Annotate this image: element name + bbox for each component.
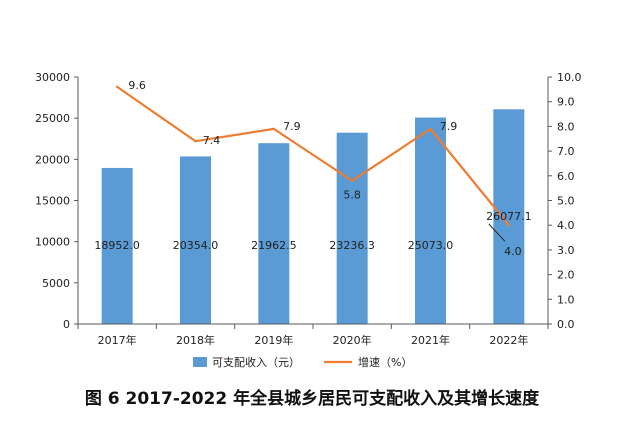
- line-series: [115, 85, 511, 227]
- line-point: [429, 127, 432, 131]
- right-tick-label: 7.0: [557, 145, 575, 158]
- right-tick-label: 10.0: [557, 71, 582, 84]
- bar-data-label: 20354.0: [173, 239, 219, 252]
- right-tick-label: 4.0: [557, 219, 575, 232]
- bar-data-label: 26077.1: [486, 210, 532, 223]
- left-tick-label: 10000: [35, 236, 70, 249]
- left-axis: 0 5000 10000 15000 20000 25000 30000: [35, 71, 79, 331]
- x-tick-label: 2021年: [411, 333, 450, 347]
- line-data-label: 5.8: [343, 189, 361, 202]
- growth-line: [116, 85, 510, 226]
- line-data-label: 4.0: [504, 245, 522, 258]
- combo-chart: 0 5000 10000 15000 20000 25000 30000 0.0 1.0 2.0…: [35, 71, 582, 369]
- x-tick-label: 2017年: [98, 333, 137, 347]
- leader-line: [488, 223, 506, 242]
- right-tick-label: 9.0: [557, 96, 575, 109]
- left-tick-label: 0: [63, 318, 70, 331]
- bar: [415, 117, 446, 324]
- bar-series: [101, 109, 525, 324]
- legend-label-growth: 增速（%）: [358, 355, 412, 369]
- bar-data-label: 21962.5: [251, 239, 297, 252]
- line-point: [272, 127, 276, 131]
- bar-data-label: 25073.0: [408, 239, 454, 252]
- right-axis: 0.0 1.0 2.0 3.0 4.0 5.0 6.0 7.0 8.0 9.0 10.0: [547, 71, 582, 331]
- right-tick-label: 5.0: [557, 195, 575, 208]
- line-data-label: 7.9: [283, 120, 301, 133]
- legend: 可支配收入（元） 增速（%）: [193, 355, 412, 369]
- line-point: [115, 85, 119, 89]
- left-tick-label: 20000: [35, 153, 70, 166]
- legend-label-income: 可支配收入（元）: [212, 355, 300, 369]
- bar: [258, 143, 290, 324]
- line-data-label: 9.6: [128, 79, 146, 92]
- x-tick-label: 2020年: [333, 333, 372, 347]
- right-tick-label: 1.0: [557, 293, 575, 306]
- bar: [101, 167, 133, 324]
- line-point: [507, 224, 511, 227]
- figure-caption: 图 6 2017-2022 年全县城乡居民可支配收入及其增长速度: [84, 389, 540, 409]
- line-data-labels: 9.6 7.4 7.9 5.8 7.9 4.0: [128, 79, 521, 258]
- right-tick-label: 2.0: [557, 269, 575, 282]
- legend-swatch-bar: [193, 357, 207, 367]
- x-tick-label: 2022年: [489, 333, 528, 347]
- x-tick-label: 2019年: [254, 333, 293, 347]
- left-tick-label: 15000: [35, 195, 70, 208]
- line-point: [194, 140, 197, 143]
- x-tick-label: 2018年: [176, 333, 215, 347]
- left-tick-label: 5000: [42, 277, 70, 290]
- left-tick-label: 25000: [35, 112, 70, 125]
- right-tick-label: 6.0: [557, 170, 575, 183]
- left-tick-label: 30000: [35, 71, 70, 84]
- line-data-label: 7.9: [440, 120, 458, 133]
- line-point: [350, 179, 354, 182]
- bar: [336, 132, 368, 324]
- bar: [180, 156, 211, 324]
- bar-data-label: 18952.0: [94, 239, 140, 252]
- line-data-label: 7.4: [203, 134, 221, 147]
- x-axis: 2017年 2018年 2019年 2020年 2021年 2022年: [77, 323, 549, 347]
- right-tick-label: 0.0: [557, 318, 575, 331]
- bar: [493, 109, 525, 324]
- bar-data-label: 23236.3: [329, 239, 375, 252]
- right-tick-label: 3.0: [557, 244, 575, 257]
- right-tick-label: 8.0: [557, 120, 575, 133]
- bar-data-labels: 18952.0 20354.0 21962.5 23236.3 25073.0 26077…: [94, 210, 531, 252]
